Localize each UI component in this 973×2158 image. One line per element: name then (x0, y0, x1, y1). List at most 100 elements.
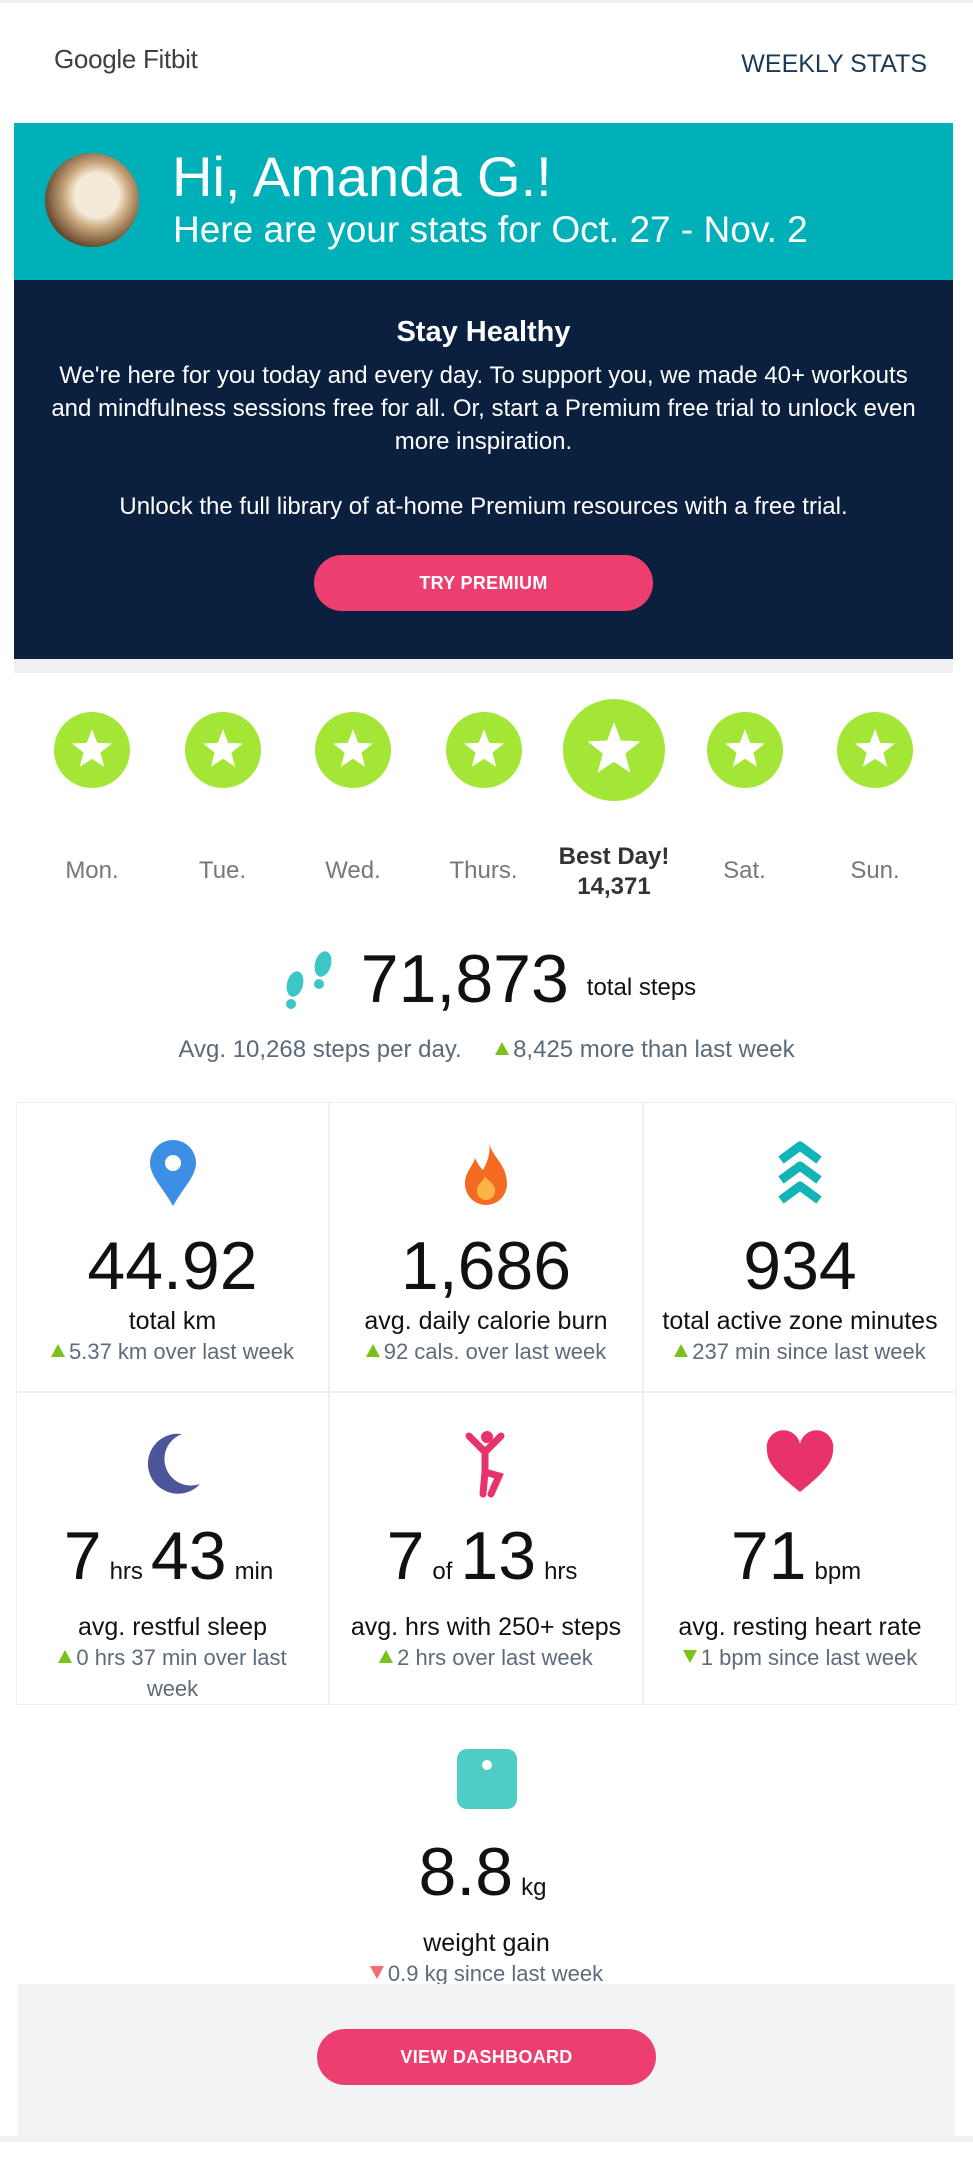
stat-card: 1,686 avg. daily calorie burn 92 cals. o… (329, 1102, 643, 1392)
date-range: Here are your stats for Oct. 27 - Nov. 2 (173, 209, 808, 250)
goal-badge (54, 712, 130, 788)
value-number: 8.8 (418, 1834, 514, 1910)
stat-change: 92 cals. over last week (330, 1336, 642, 1367)
premium-button[interactable]: TRY PREMIUM (314, 555, 653, 611)
goal-star (202, 729, 243, 767)
stat-label: total km (128, 1307, 217, 1335)
stat-change: 1 bpm since last week (644, 1642, 956, 1673)
value-number: 43 (150, 1518, 227, 1594)
stat-change: 5.37 km over last week (17, 1336, 328, 1367)
goal-star (72, 729, 112, 767)
stat-label: avg. daily calorie burn (364, 1307, 608, 1335)
day-label: Mon. (65, 857, 119, 884)
flame-icon (465, 1142, 507, 1205)
goal-star (587, 721, 641, 773)
stat-change-text: 5.37 km over last week (69, 1339, 294, 1364)
stat-card: 7 hrs 43 min avg. restful sleep 0 hrs 37 mi… (16, 1392, 329, 1705)
stat-value: 1,686 (330, 1226, 642, 1306)
bottom-border (0, 2136, 973, 2142)
trend-arrow (682, 1650, 697, 1663)
dashboard-button[interactable]: VIEW DASHBOARD (317, 2029, 656, 2085)
stat-change-text: 2 hrs over last week (397, 1645, 593, 1670)
value-unit: hrs (109, 1558, 143, 1585)
stat-change: 2 hrs over last week (330, 1642, 642, 1673)
goal-star (333, 729, 373, 767)
best-day-label: Best Day! (558, 843, 670, 870)
stat-value: 71 bpm (644, 1516, 956, 1612)
value-unit: min (234, 1558, 274, 1585)
stat-value: 44.92 (17, 1226, 328, 1306)
stat-value: 934 (644, 1226, 956, 1306)
day-label: Wed. (325, 857, 381, 884)
value-number: 71 (730, 1518, 807, 1594)
value-number: 1,686 (400, 1228, 572, 1304)
stat-card: 934 total active zone minutes 237 min si… (643, 1102, 957, 1392)
trend-arrow (379, 1650, 394, 1663)
stat-change-text: 0 hrs 37 min over last week (76, 1645, 287, 1701)
goal-badge (184, 712, 261, 788)
stat-label: avg. hrs with 250+ steps (350, 1613, 622, 1641)
stats-grid: 44.92 total km 5.37 km over last week 1,… (16, 1102, 957, 1705)
weight-card: 8.8 kg weight gain 0.9 kg since last week (16, 1705, 957, 1986)
stat-change: 237 min since last week (644, 1336, 956, 1367)
weight-value: 8.8 kg (16, 1832, 957, 1928)
day: Sun. (810, 690, 940, 885)
steps-unit: total steps (586, 974, 697, 1001)
goal-badge (315, 712, 391, 788)
trend-arrow (495, 1042, 510, 1055)
promo-title: Stay Healthy (396, 316, 571, 348)
day: Tue. (158, 690, 288, 885)
trend-arrow (369, 1966, 384, 1979)
trend-arrow (365, 1344, 380, 1357)
trend-arrow (51, 1344, 65, 1357)
steps-average: Avg. 10,268 steps per day. 8,425 more th… (0, 1036, 973, 1064)
greeting: Hi, Amanda G.! (172, 145, 552, 208)
stat-card: 7 of 13 hrs avg. hrs with 250+ steps 2 hrs … (329, 1392, 643, 1705)
steps-summary: 71,873 total steps Avg. 10,268 steps per… (0, 940, 973, 1064)
day: Wed. (288, 690, 418, 885)
location-icon (149, 1140, 196, 1206)
day: Mon. (27, 690, 157, 885)
stat-card: 44.92 total km 5.37 km over last week (16, 1102, 329, 1392)
promo-text: We're here for you today and every day. … (51, 362, 916, 455)
goal-star (724, 729, 765, 767)
stat-value: 7 of 13 hrs (330, 1516, 642, 1612)
zone-icon (778, 1141, 822, 1204)
logo: Google Fitbit (54, 44, 198, 74)
value-number: 7 (386, 1518, 425, 1594)
heart-icon (766, 1430, 834, 1492)
stat-change: 0 hrs 37 min over last week (17, 1642, 328, 1704)
goal-badge (837, 712, 913, 788)
value-unit: hrs (544, 1558, 578, 1585)
weight-change: 0.9 kg since last week (16, 1958, 957, 1989)
value-unit: of (432, 1558, 453, 1585)
steps-change: 8,425 more than last week (513, 1036, 795, 1063)
day-label: Sun. (850, 857, 900, 884)
stat-label: avg. resting heart rate (678, 1613, 922, 1641)
day-label: Thurs. (449, 857, 518, 884)
footsteps-icon (285, 951, 332, 1009)
value-number: 7 (63, 1518, 102, 1594)
value-number: 44.92 (87, 1228, 258, 1304)
header-link[interactable]: WEEKLY STATS (741, 50, 927, 78)
goal-star (855, 729, 895, 767)
value-unit: kg (521, 1874, 547, 1901)
trend-arrow (674, 1344, 689, 1357)
stat-value: 7 hrs 43 min (17, 1516, 328, 1612)
weight-label: weight gain (423, 1929, 550, 1957)
goal-badge (706, 712, 783, 788)
value-number: 934 (743, 1228, 857, 1304)
day: Sat. (680, 690, 810, 885)
stat-card: 71 bpm avg. resting heart rate 1 bpm sinc… (643, 1392, 957, 1705)
stat-change-text: 1 bpm since last week (700, 1645, 918, 1670)
activity-icon (465, 1431, 505, 1498)
steps-row: 71,873 total steps (0, 940, 973, 1018)
value-number: 13 (460, 1518, 537, 1594)
promo: Stay Healthy We're here for you today an… (14, 280, 953, 659)
stat-label: avg. restful sleep (78, 1613, 267, 1641)
weight-change-text: 0.9 kg since last week (387, 1961, 604, 1986)
promo-text: Unlock the full library of at-home Premi… (119, 493, 848, 520)
day: Best Day! 14,371 (549, 690, 679, 902)
trend-arrow (58, 1650, 73, 1663)
day-label: Sat. (723, 857, 766, 884)
